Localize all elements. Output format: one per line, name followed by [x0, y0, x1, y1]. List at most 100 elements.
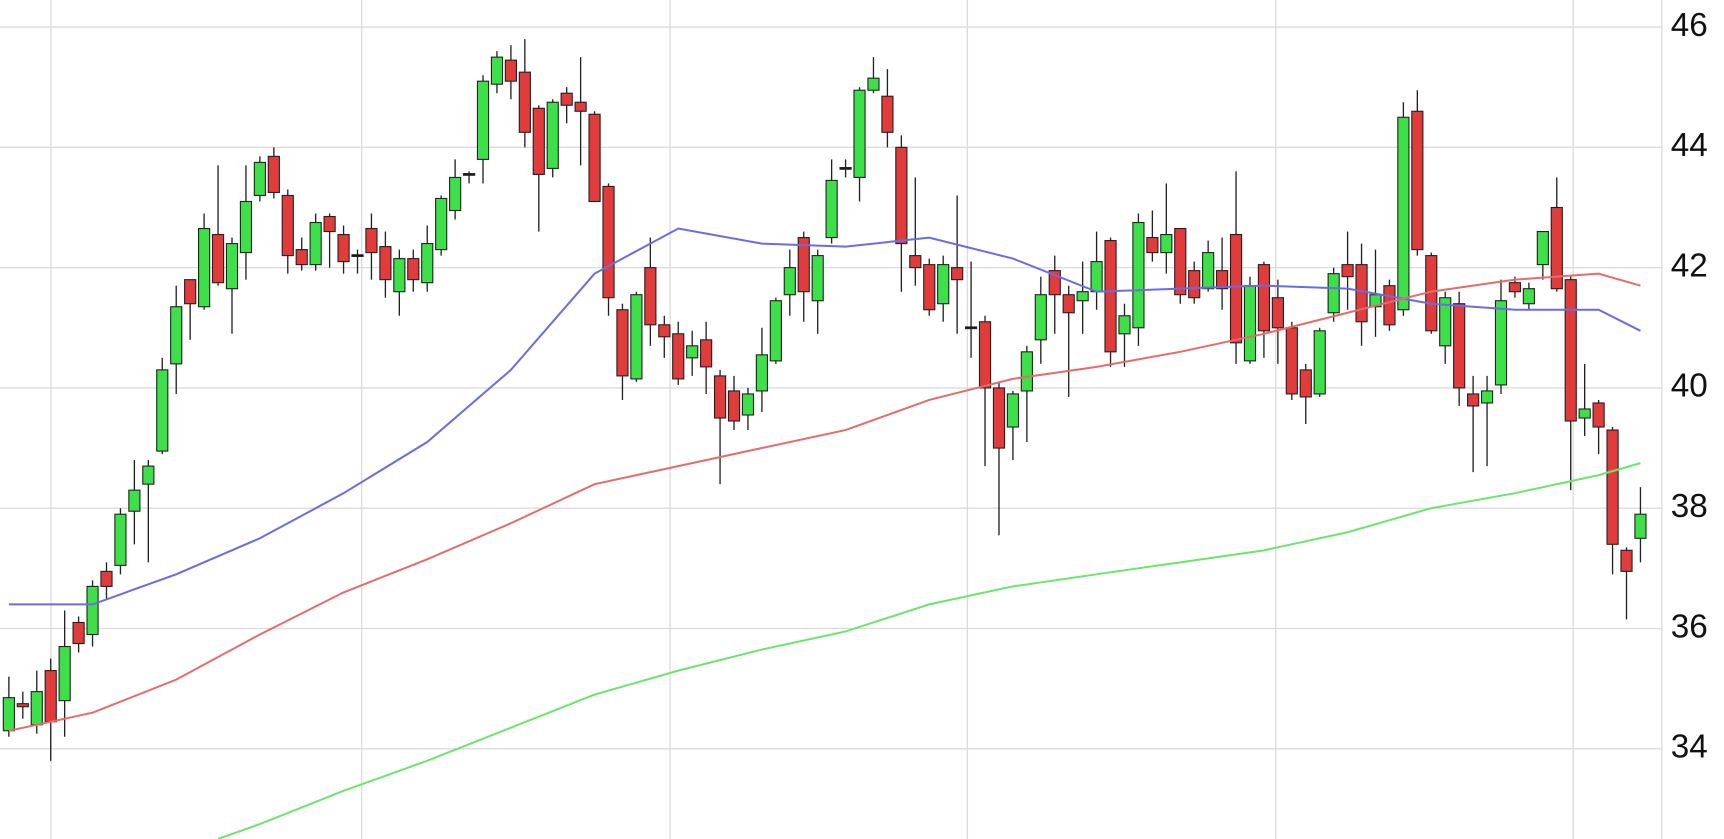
candle-body: [184, 279, 197, 305]
candle-body: [1592, 402, 1605, 428]
y-tick-label: 34: [1671, 729, 1708, 766]
candle-body: [727, 390, 741, 422]
candle-body: [755, 354, 769, 392]
candle-body: [100, 570, 113, 587]
candle-body: [1341, 264, 1354, 278]
candle-body: [881, 95, 894, 133]
candle-body: [1383, 285, 1396, 326]
candle-body: [1494, 300, 1508, 386]
candle-body: [1550, 206, 1563, 290]
y-tick-label: 42: [1671, 247, 1708, 284]
candle-body: [476, 80, 490, 160]
candle-body: [700, 339, 713, 368]
candle-body: [1034, 294, 1047, 341]
candle-body: [588, 113, 601, 203]
candle-body: [1048, 270, 1061, 296]
candle-body: [1564, 279, 1577, 422]
candle-body: [1285, 327, 1298, 395]
candle-body: [1439, 297, 1452, 347]
candle-body: [909, 255, 922, 269]
candle-body: [281, 194, 294, 257]
y-tick-label: 36: [1671, 608, 1708, 645]
candle-body: [895, 146, 908, 245]
candle-body: [1271, 297, 1284, 329]
candle-body: [16, 703, 29, 708]
candle-body: [323, 215, 336, 233]
candle-body: [1160, 234, 1173, 254]
candle-body: [2, 697, 15, 732]
candle-body: [923, 264, 936, 311]
candle-body: [560, 92, 573, 106]
candle-body: [44, 670, 57, 723]
candle-body: [1508, 282, 1522, 293]
candle-body: [1146, 237, 1159, 254]
candle-body: [1299, 369, 1312, 398]
candle-body: [713, 375, 727, 419]
candle-body: [1076, 291, 1089, 302]
candle-body: [978, 321, 992, 389]
candle-body: [114, 513, 127, 566]
candle-body: [407, 258, 420, 281]
candle-body: [170, 306, 183, 365]
candle-body: [1397, 116, 1410, 311]
candles: [2, 39, 1647, 839]
moving-average: [8, 227, 1641, 606]
candle-body: [1062, 294, 1075, 314]
candle-body: [1313, 330, 1326, 395]
candle-body: [504, 59, 518, 82]
moving-average: [217, 462, 1641, 839]
candle-body: [839, 167, 852, 170]
candle-body: [379, 246, 392, 281]
candle-body: [351, 254, 364, 257]
candle-body: [449, 176, 462, 212]
candle-body: [769, 300, 782, 362]
candle-body: [1174, 227, 1187, 296]
candle-body: [574, 101, 587, 112]
candle-body: [1202, 252, 1215, 290]
candle-body: [1090, 261, 1103, 293]
candle-body: [1480, 390, 1494, 404]
candle-body: [1453, 303, 1466, 389]
candle-body: [964, 326, 978, 330]
candle-body: [58, 645, 71, 702]
candle-body: [462, 173, 476, 176]
candle-body: [1257, 264, 1271, 332]
candle-body: [1634, 513, 1647, 539]
y-tick-label: 38: [1671, 488, 1708, 525]
candle-body: [992, 387, 1006, 449]
y-tick-label: 46: [1671, 7, 1708, 44]
candle-body: [1118, 315, 1131, 335]
candle-body: [1578, 408, 1591, 419]
candle-body: [239, 200, 253, 254]
candle-body: [30, 691, 43, 726]
candle-body: [937, 264, 950, 305]
candle-body: [1606, 429, 1619, 545]
candle-body: [267, 155, 280, 194]
candle-body: [1536, 230, 1549, 266]
candle-body: [421, 243, 434, 284]
candle-body: [1020, 351, 1033, 392]
candle-body: [128, 489, 141, 512]
candle-body: [1215, 270, 1229, 290]
candle-body: [518, 71, 531, 133]
candle-body: [1104, 240, 1117, 353]
candle-body: [853, 89, 866, 178]
candle-body: [686, 345, 699, 359]
candle-body: [295, 249, 308, 266]
candle-body: [1229, 234, 1243, 344]
candle-body: [616, 309, 629, 377]
candle-body: [435, 197, 448, 251]
candle-body: [253, 161, 266, 197]
candle-body: [1006, 393, 1020, 428]
candle-body: [337, 234, 350, 263]
candle-body: [198, 227, 211, 308]
candle-body: [658, 324, 671, 338]
candle-body: [225, 243, 239, 290]
candle-body: [867, 77, 880, 91]
candle-body: [1355, 264, 1368, 323]
candle-body: [490, 56, 504, 85]
candle-body: [1467, 393, 1480, 407]
candle-body: [797, 237, 810, 293]
candle-body: [72, 621, 85, 645]
